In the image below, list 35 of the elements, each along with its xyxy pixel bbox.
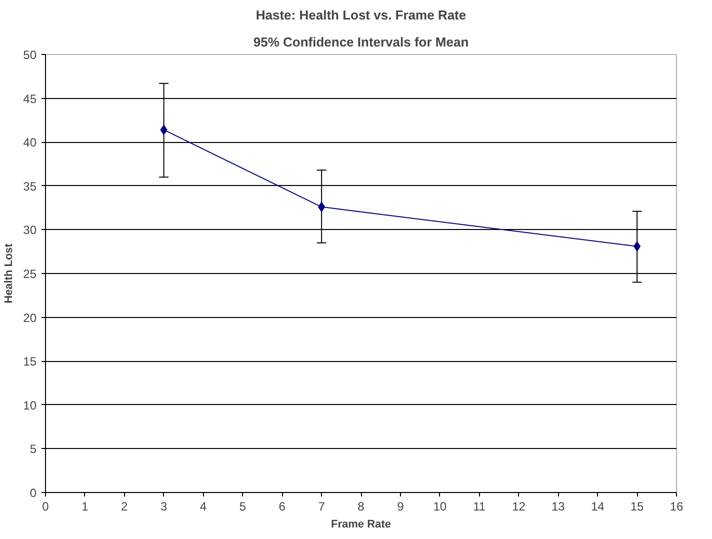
x-tick-label: 15 (630, 500, 644, 514)
x-tick-label: 8 (358, 500, 365, 514)
x-tick-label: 4 (200, 500, 207, 514)
x-tick-label: 7 (318, 500, 326, 514)
x-tick-label: 5 (239, 500, 246, 514)
x-tick-label: 0 (42, 500, 50, 514)
y-tick-label: 30 (23, 223, 37, 238)
x-tick-label: 9 (397, 500, 404, 514)
point (160, 124, 168, 135)
x-tick-label: 16 (670, 500, 684, 514)
y-axis-title: Health Lost (3, 243, 16, 304)
x-tick-label: 3 (160, 500, 168, 514)
y-tick-label: 50 (23, 48, 37, 62)
y-tick-label: 45 (23, 92, 37, 106)
chart-title: Haste: Health Lost vs. Frame Rate (256, 8, 466, 22)
y-tick-label: 20 (23, 310, 37, 325)
y-tick-label: 40 (23, 136, 37, 150)
y-tick-label: 0 (30, 486, 37, 500)
y-tick-label: 10 (23, 398, 37, 412)
x-tick-label: 1 (82, 500, 89, 514)
y-tick-label: 5 (30, 442, 37, 456)
y-tick-label: 35 (23, 179, 37, 194)
x-tick-label: 12 (512, 500, 526, 514)
x-tick-label: 10 (433, 500, 447, 514)
point (634, 241, 641, 252)
x-axis-title: Frame Rate (331, 518, 391, 530)
point (318, 202, 326, 212)
x-tick-label: 11 (473, 500, 486, 514)
x-tick-label: 14 (590, 500, 605, 514)
y-tick-label: 25 (23, 267, 37, 281)
x-tick-label: 13 (552, 500, 566, 514)
x-tick-label: 2 (121, 500, 128, 514)
y-tick-label: 15 (23, 354, 37, 369)
x-tick-label: 6 (278, 500, 286, 514)
chart-subtitle: 95% Confidence Intervals for Mean (253, 34, 469, 50)
